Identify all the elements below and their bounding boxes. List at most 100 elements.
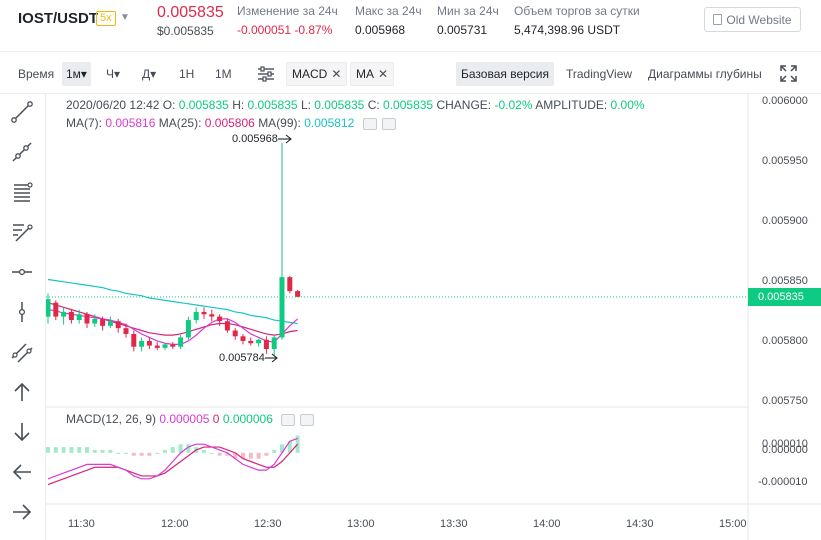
grid-lines — [46, 94, 821, 540]
low-arrow — [265, 353, 278, 363]
indicator-settings-icon[interactable] — [256, 65, 276, 83]
ma99-line — [47, 278, 298, 325]
macd-tick: 0.000010 — [762, 438, 808, 450]
indicator-macd-tag[interactable]: MACD ✕ — [286, 62, 348, 86]
stat-value: -0.000051 -0.87% — [237, 23, 333, 37]
candle-body — [61, 311, 67, 317]
stat-value: 0.005731 — [437, 23, 488, 37]
eye-icon[interactable] — [281, 413, 296, 426]
macd-histogram-bar — [100, 449, 105, 453]
ohlc-low-label: L: — [300, 98, 311, 112]
candle-body — [53, 302, 59, 317]
candle-body — [217, 316, 223, 322]
ray-line-icon[interactable] — [10, 140, 34, 164]
market-header: IOST/USDT 5x ▼ 0.005835 $0.005835 Измене… — [0, 0, 821, 52]
indicator-ma-tag[interactable]: MA ✕ — [350, 62, 395, 86]
interval-hours-dropdown[interactable]: Ч▾ — [106, 67, 121, 81]
arrow-left-icon[interactable] — [10, 460, 34, 484]
vertical-line-icon[interactable] — [10, 300, 34, 324]
leverage-badge: 5x — [96, 11, 116, 26]
ohlc-close-label: C: — [367, 98, 380, 112]
arrow-down-icon[interactable] — [10, 420, 34, 444]
macd-histogram-bar — [225, 452, 230, 456]
close-icon[interactable]: ✕ — [331, 67, 342, 81]
candle-body — [185, 320, 191, 338]
pattern-tool-icon[interactable] — [10, 220, 34, 244]
ohlc-amplitude-label: AMPLITUDE: — [535, 98, 608, 112]
price-chart[interactable]: 2020/06/20 12:42 O: 0.005835 H: 0.005835… — [46, 94, 821, 540]
interval-days-dropdown[interactable]: Д▾ — [142, 67, 157, 81]
macd-histogram-bar — [92, 449, 97, 453]
candle-body — [193, 311, 199, 321]
macd-histogram-bar — [280, 444, 284, 453]
candle-body — [92, 318, 98, 324]
macd-histogram-bar — [155, 452, 160, 454]
macd-histogram-bar — [256, 452, 261, 459]
ohlc-low: 0.005835 — [314, 98, 365, 112]
tradingview-tab[interactable]: TradingView — [566, 67, 633, 81]
macd-histogram-bar — [77, 447, 82, 453]
trend-line-icon[interactable] — [10, 100, 34, 124]
basic-version-tab[interactable]: Базовая версия — [456, 62, 554, 86]
parallel-channel-icon[interactable] — [10, 340, 34, 364]
fullscreen-icon[interactable] — [780, 65, 797, 82]
macd-histogram-bar — [170, 447, 175, 453]
macd-histogram-bar — [287, 441, 292, 453]
candle-body — [84, 314, 90, 324]
high-arrow — [278, 134, 292, 144]
candlesticks — [46, 142, 301, 356]
time-tick: 14:30 — [626, 518, 654, 530]
candle-body — [240, 336, 246, 341]
macd-line — [47, 437, 298, 480]
ohlc-close: 0.005835 — [383, 98, 434, 112]
eye-icon[interactable] — [362, 117, 377, 130]
settings-icon[interactable] — [381, 117, 396, 130]
chart-canvas[interactable] — [46, 94, 821, 540]
interval-1h-button[interactable]: 1H — [179, 67, 195, 81]
old-website-label: Old Website — [726, 12, 792, 27]
time-tick: 12:00 — [161, 518, 189, 530]
interval-1m-dropdown[interactable]: 1м▾ — [62, 62, 91, 86]
old-website-button[interactable]: Old Website — [704, 7, 801, 32]
candle-body — [279, 277, 285, 338]
indicator-macd-label: MACD — [292, 67, 328, 81]
macd-histogram: 0.000006 — [222, 412, 273, 426]
close-icon[interactable]: ✕ — [378, 67, 389, 81]
ohlc-date: 2020/06/20 12:42 — [66, 98, 160, 112]
time-tick: 13:30 — [440, 518, 468, 530]
candle-body — [178, 337, 184, 347]
macd-pane — [46, 435, 300, 486]
ma99-value: 0.005812 — [304, 116, 355, 130]
time-tick: 13:00 — [347, 518, 375, 530]
macd-histogram-bar — [108, 449, 113, 453]
stat-low-24h: Мин за 24ч 0.005731 — [437, 4, 499, 37]
arrow-right-icon[interactable] — [10, 500, 34, 524]
candle-body — [154, 345, 160, 348]
candle-body — [146, 340, 152, 346]
pair-title[interactable]: IOST/USDT — [18, 10, 99, 27]
macd-histogram-bar — [69, 447, 74, 453]
macd-histogram-bar — [209, 452, 214, 454]
macd-histogram-bar — [217, 452, 222, 456]
price-tick: 0.006000 — [762, 95, 808, 107]
candle-body — [139, 340, 145, 347]
macd-legend: MACD(12, 26, 9) 0.000005 0 0.000006 — [66, 412, 315, 426]
macd-tick: -0.000010 — [758, 476, 808, 488]
chevron-down-icon[interactable]: ▼ — [120, 12, 130, 23]
price-tick: 0.005900 — [762, 215, 808, 227]
last-price: 0.005835 — [157, 4, 224, 21]
interval-1M-button[interactable]: 1M — [215, 67, 232, 81]
macd-signal: 0 — [212, 412, 220, 426]
macd-histogram-bar — [139, 452, 144, 456]
time-tick: 15:00 — [719, 518, 747, 530]
candle-body — [76, 314, 82, 321]
ma25-label: MA(25): — [158, 116, 202, 130]
candle-body — [100, 318, 106, 326]
macd-histogram-bar — [233, 452, 238, 459]
arrow-up-icon[interactable] — [10, 380, 34, 404]
settings-icon[interactable] — [300, 413, 315, 426]
candle-body — [170, 344, 176, 347]
horizontal-line-icon[interactable] — [10, 260, 34, 284]
fib-retracement-icon[interactable] — [10, 180, 34, 204]
depth-chart-tab[interactable]: Диаграммы глубины — [648, 67, 762, 81]
